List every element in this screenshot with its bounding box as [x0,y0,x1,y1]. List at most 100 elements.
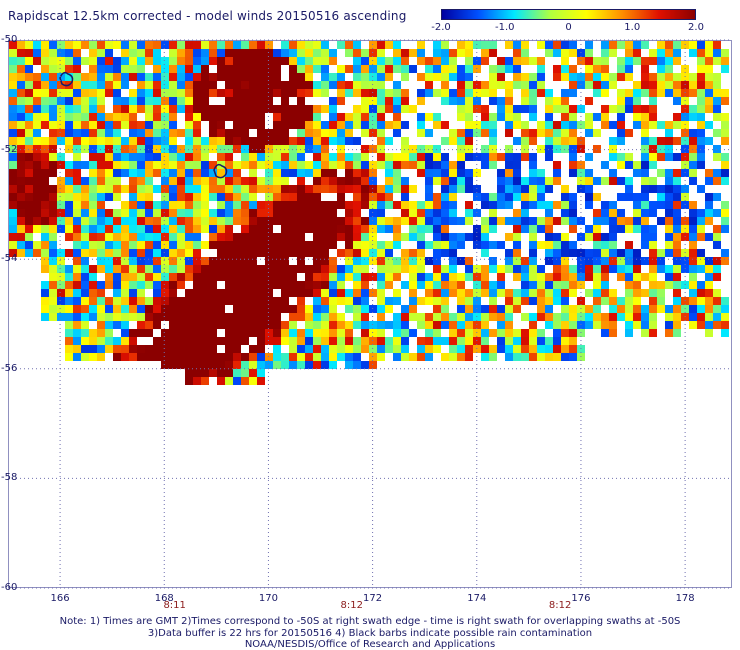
data-cell [401,329,409,337]
data-cell [297,329,305,337]
data-cell [137,345,145,353]
data-cell [481,313,489,321]
data-cell [209,129,217,137]
data-cell [481,265,489,273]
data-cell [393,313,401,321]
data-cell [457,321,465,329]
data-cell [113,113,121,121]
data-cell [673,185,681,193]
data-cell [521,185,529,193]
data-cell [713,129,721,137]
data-cell [153,89,161,97]
data-cell [409,329,417,337]
data-cell [569,137,577,145]
data-cell [281,177,289,185]
data-cell [345,345,353,353]
data-cell [217,185,225,193]
data-cell [657,65,665,73]
data-cell [209,193,217,201]
data-cell [281,113,289,121]
data-cell [561,129,569,137]
data-cell [401,193,409,201]
data-cell [465,201,473,209]
data-cell [345,241,353,249]
data-cell [417,337,425,345]
data-cell [121,153,129,161]
data-cell [289,49,297,57]
data-cell [601,233,609,241]
data-cell [105,161,113,169]
data-cell [585,305,593,313]
data-cell [641,201,649,209]
data-cell [641,153,649,161]
data-cell [361,337,369,345]
data-cell [329,49,337,57]
data-cell [289,345,297,353]
data-cell [161,121,169,129]
data-cell [401,305,409,313]
data-cell [249,41,257,49]
data-cell [121,265,129,273]
data-cell [305,361,313,369]
data-cell [9,41,17,49]
data-cell [609,121,617,129]
data-cell [145,313,153,321]
data-cell [361,361,369,369]
data-cell [153,65,161,73]
data-cell [321,273,329,281]
data-cell [169,265,177,273]
data-cell [665,177,673,185]
data-cell [465,321,473,329]
data-cell [137,129,145,137]
data-cell [313,65,321,73]
data-cell [201,273,209,281]
data-cell [81,41,89,49]
data-cell [81,97,89,105]
data-cell [401,105,409,113]
data-cell [585,97,593,105]
data-cell [497,241,505,249]
data-cell [321,321,329,329]
data-cell [537,353,545,361]
data-cell [121,185,129,193]
data-cell [337,321,345,329]
data-cell [209,345,217,353]
data-cell [209,49,217,57]
data-cell [305,113,313,121]
data-cell [713,41,721,49]
data-cell [705,97,713,105]
data-cell [81,73,89,81]
data-cell [721,313,729,321]
data-cell [633,225,641,233]
data-cell [697,137,705,145]
data-cell [97,305,105,313]
data-cell [33,249,41,257]
data-cell [393,65,401,73]
data-cell [137,49,145,57]
data-cell [9,73,17,81]
data-cell [385,73,393,81]
data-cell [49,49,57,57]
data-cell [505,57,513,65]
data-cell [137,105,145,113]
data-cell [313,289,321,297]
data-cell [593,257,601,265]
data-cell [585,121,593,129]
data-cell [209,233,217,241]
data-cell [545,113,553,121]
data-cell [601,289,609,297]
data-cell [481,81,489,89]
data-cell [89,273,97,281]
data-cell [689,241,697,249]
data-cell [529,113,537,121]
data-cell [281,185,289,193]
data-cell [9,201,17,209]
data-cell [249,313,257,321]
data-cell [385,185,393,193]
data-cell [401,145,409,153]
data-cell [393,225,401,233]
data-cell [65,57,73,65]
data-cell [193,177,201,185]
data-cell [81,137,89,145]
data-cell [433,121,441,129]
